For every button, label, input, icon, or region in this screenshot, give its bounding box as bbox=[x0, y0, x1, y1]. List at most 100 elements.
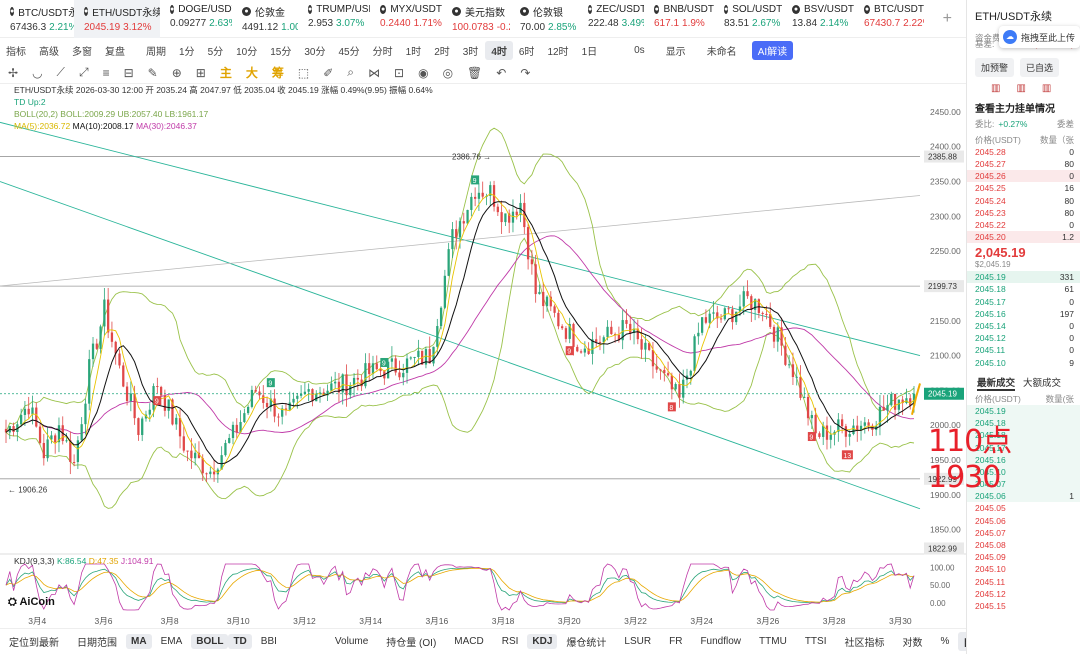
indicator-8[interactable]: 持仓量 (OI) bbox=[386, 638, 437, 649]
bid-row[interactable]: 2045.16 197 bbox=[967, 308, 1080, 320]
toolbar-9[interactable]: 30分 bbox=[304, 46, 326, 58]
ticker-5[interactable]: ● MYX/USDT 0.2440 1.71% bbox=[370, 0, 442, 38]
large-mark[interactable]: 大 bbox=[245, 66, 258, 80]
indicator-11[interactable]: KDJ bbox=[527, 634, 558, 649]
ask-row[interactable]: 2045.24 80 bbox=[967, 195, 1080, 207]
toolbar-3[interactable]: 复盘 bbox=[105, 46, 125, 58]
ask-row[interactable]: 2045.23 80 bbox=[967, 207, 1080, 219]
measure-tool-icon[interactable]: ⊕ bbox=[171, 65, 182, 80]
main-mark[interactable]: 主 bbox=[219, 66, 232, 80]
lock-icon[interactable]: ⊡ bbox=[394, 65, 405, 80]
upload-popup[interactable]: ☁ 拖拽至此上传 bbox=[999, 26, 1080, 48]
indicator-16[interactable]: TTMU bbox=[759, 636, 787, 647]
bid-row[interactable]: 2045.11 0 bbox=[967, 344, 1080, 356]
indicator-4[interactable]: BOLL bbox=[191, 634, 229, 649]
indicator-0[interactable]: 定位到最新 bbox=[9, 638, 59, 649]
trash-icon[interactable]: 🗑 bbox=[467, 65, 483, 80]
toolbar-11[interactable]: 分时 bbox=[372, 46, 393, 58]
toolbar-6[interactable]: 5分 bbox=[207, 46, 224, 58]
indicator-17[interactable]: TTSI bbox=[804, 636, 827, 647]
brush-tool-icon[interactable]: ✎ bbox=[147, 65, 158, 80]
hide-icon[interactable]: ◉ bbox=[418, 65, 429, 80]
toolbar-2[interactable]: 多窗 bbox=[72, 46, 92, 58]
ticker-10[interactable]: ● SOL/USDT 83.51 2.67% bbox=[714, 0, 782, 38]
toolbar-10[interactable]: 45分 bbox=[338, 46, 360, 58]
ticker-7[interactable]: ● 伦敦银 70.00 2.85% bbox=[510, 0, 578, 38]
toolbar-16[interactable]: 6时 bbox=[518, 46, 535, 58]
line-tool-icon[interactable]: ⟋ bbox=[56, 65, 65, 79]
indicator-15[interactable]: Fundflow bbox=[700, 636, 742, 647]
ask-row[interactable]: 2045.26 0 bbox=[967, 170, 1080, 183]
bid-row[interactable]: 2045.18 61 bbox=[967, 283, 1080, 295]
zoom-tool-icon[interactable]: ⌕ bbox=[347, 65, 355, 79]
ticker-11[interactable]: ● BSV/USDT 13.84 2.14% bbox=[782, 0, 854, 38]
bid-row[interactable]: 2045.19 331 bbox=[967, 271, 1080, 284]
indicator-12[interactable]: 爆仓统计 bbox=[566, 638, 607, 649]
indicator-7[interactable]: Volume bbox=[334, 636, 369, 647]
select-tool-icon[interactable]: ⬚ bbox=[297, 65, 310, 80]
ask-row[interactable]: 2045.20 1.2 bbox=[967, 231, 1080, 244]
toolbar-7[interactable]: 10分 bbox=[236, 46, 258, 58]
pen-tool-icon[interactable]: ✐ bbox=[323, 65, 334, 80]
trade-tab-1[interactable]: 大额成交 bbox=[1023, 377, 1062, 389]
indicator-14[interactable]: FR bbox=[669, 636, 683, 647]
indicator-5[interactable]: TD bbox=[228, 634, 252, 649]
toolbar-0[interactable]: 指标 bbox=[6, 46, 26, 58]
curve-tool-icon[interactable]: ◡ bbox=[32, 65, 43, 80]
toolbar-15[interactable]: 4时 bbox=[485, 40, 513, 60]
ticker-1[interactable]: ● ETH/USDT永续 2045.19 3.12% bbox=[74, 0, 160, 38]
panel-button-0[interactable]: 加预警 bbox=[975, 58, 1015, 78]
bid-row[interactable]: 2045.10 9 bbox=[967, 357, 1080, 369]
chip-mark[interactable]: 筹 bbox=[271, 66, 284, 80]
toolbar-14[interactable]: 3时 bbox=[462, 46, 479, 58]
ask-row[interactable]: 2045.25 16 bbox=[967, 182, 1080, 194]
ticker-6[interactable]: ● 美元指数 100.0783-0.2 bbox=[442, 0, 510, 38]
toolbar-12[interactable]: 1时 bbox=[405, 46, 422, 58]
toolbar-21[interactable]: 未命名 bbox=[706, 46, 737, 58]
redo-icon[interactable]: ↷ bbox=[520, 65, 531, 80]
crosshair-icon[interactable]: ✢ bbox=[8, 65, 19, 80]
toolbar-4[interactable]: 周期 bbox=[146, 46, 166, 58]
add-ticker-icon[interactable]: + bbox=[942, 10, 952, 27]
bid-row[interactable]: 2045.17 0 bbox=[967, 296, 1080, 308]
ticker-8[interactable]: ●ZEC/USDT 222.483.49% bbox=[578, 0, 644, 38]
bid-row[interactable]: 2045.12 0 bbox=[967, 332, 1080, 344]
undo-icon[interactable]: ↶ bbox=[496, 65, 507, 80]
toolbar-1[interactable]: 高级 bbox=[39, 46, 59, 58]
ticker-3[interactable]: ● 伦敦金 4491.121.00% bbox=[232, 0, 298, 38]
ask-row[interactable]: 2045.28 0 bbox=[967, 146, 1080, 158]
ask-row[interactable]: 2045.22 0 bbox=[967, 219, 1080, 231]
indicator-2[interactable]: MA bbox=[126, 634, 152, 649]
ray-tool-icon[interactable]: ⤢ bbox=[78, 65, 89, 79]
indicator-1[interactable]: 日期范围 bbox=[77, 638, 117, 649]
toolbar-19[interactable]: 0s bbox=[634, 44, 645, 56]
ticker-0[interactable]: ●BTC/USDT永续 67436.32.21% bbox=[0, 0, 74, 38]
toolbar-17[interactable]: 12时 bbox=[547, 46, 569, 58]
text-tool-icon[interactable]: ⊞ bbox=[195, 65, 206, 80]
toolbar-22[interactable]: AI解读 bbox=[751, 40, 794, 60]
indicator-19[interactable]: 对数 bbox=[902, 638, 923, 649]
indicator-6[interactable]: BBI bbox=[260, 636, 277, 647]
panel-button-1[interactable]: 已自选 bbox=[1020, 58, 1060, 78]
price-chart[interactable]: 2450.002400.002350.002300.002250.002200.… bbox=[0, 84, 966, 628]
indicator-3[interactable]: EMA bbox=[160, 636, 183, 647]
magnet-icon[interactable]: ⋈ bbox=[368, 65, 381, 80]
fib-tool-icon[interactable]: ⊟ bbox=[123, 65, 134, 80]
toolbar-5[interactable]: 1分 bbox=[179, 46, 195, 58]
ask-row[interactable]: 2045.27 80 bbox=[967, 158, 1080, 170]
channel-tool-icon[interactable]: ≡ bbox=[102, 65, 110, 80]
trade-tab-0[interactable]: 最新成交 bbox=[977, 375, 1016, 391]
indicator-13[interactable]: LSUR bbox=[624, 636, 652, 647]
toolbar-20[interactable]: 显示 bbox=[665, 46, 686, 58]
toolbar-18[interactable]: 1日 bbox=[581, 46, 598, 58]
ticker-12[interactable]: ● BTC/USDT 67430.72.22% bbox=[854, 0, 924, 38]
toolbar-13[interactable]: 2时 bbox=[434, 46, 450, 58]
bid-row[interactable]: 2045.14 0 bbox=[967, 320, 1080, 332]
indicator-9[interactable]: MACD bbox=[454, 636, 484, 647]
indicator-18[interactable]: 社区指标 bbox=[844, 638, 885, 649]
ticker-9[interactable]: ● BNB/USDT 617.1 1.9% bbox=[644, 0, 714, 38]
depth-title[interactable]: 查看主力挂单情况 bbox=[975, 104, 1055, 116]
toolbar-8[interactable]: 15分 bbox=[270, 46, 292, 58]
